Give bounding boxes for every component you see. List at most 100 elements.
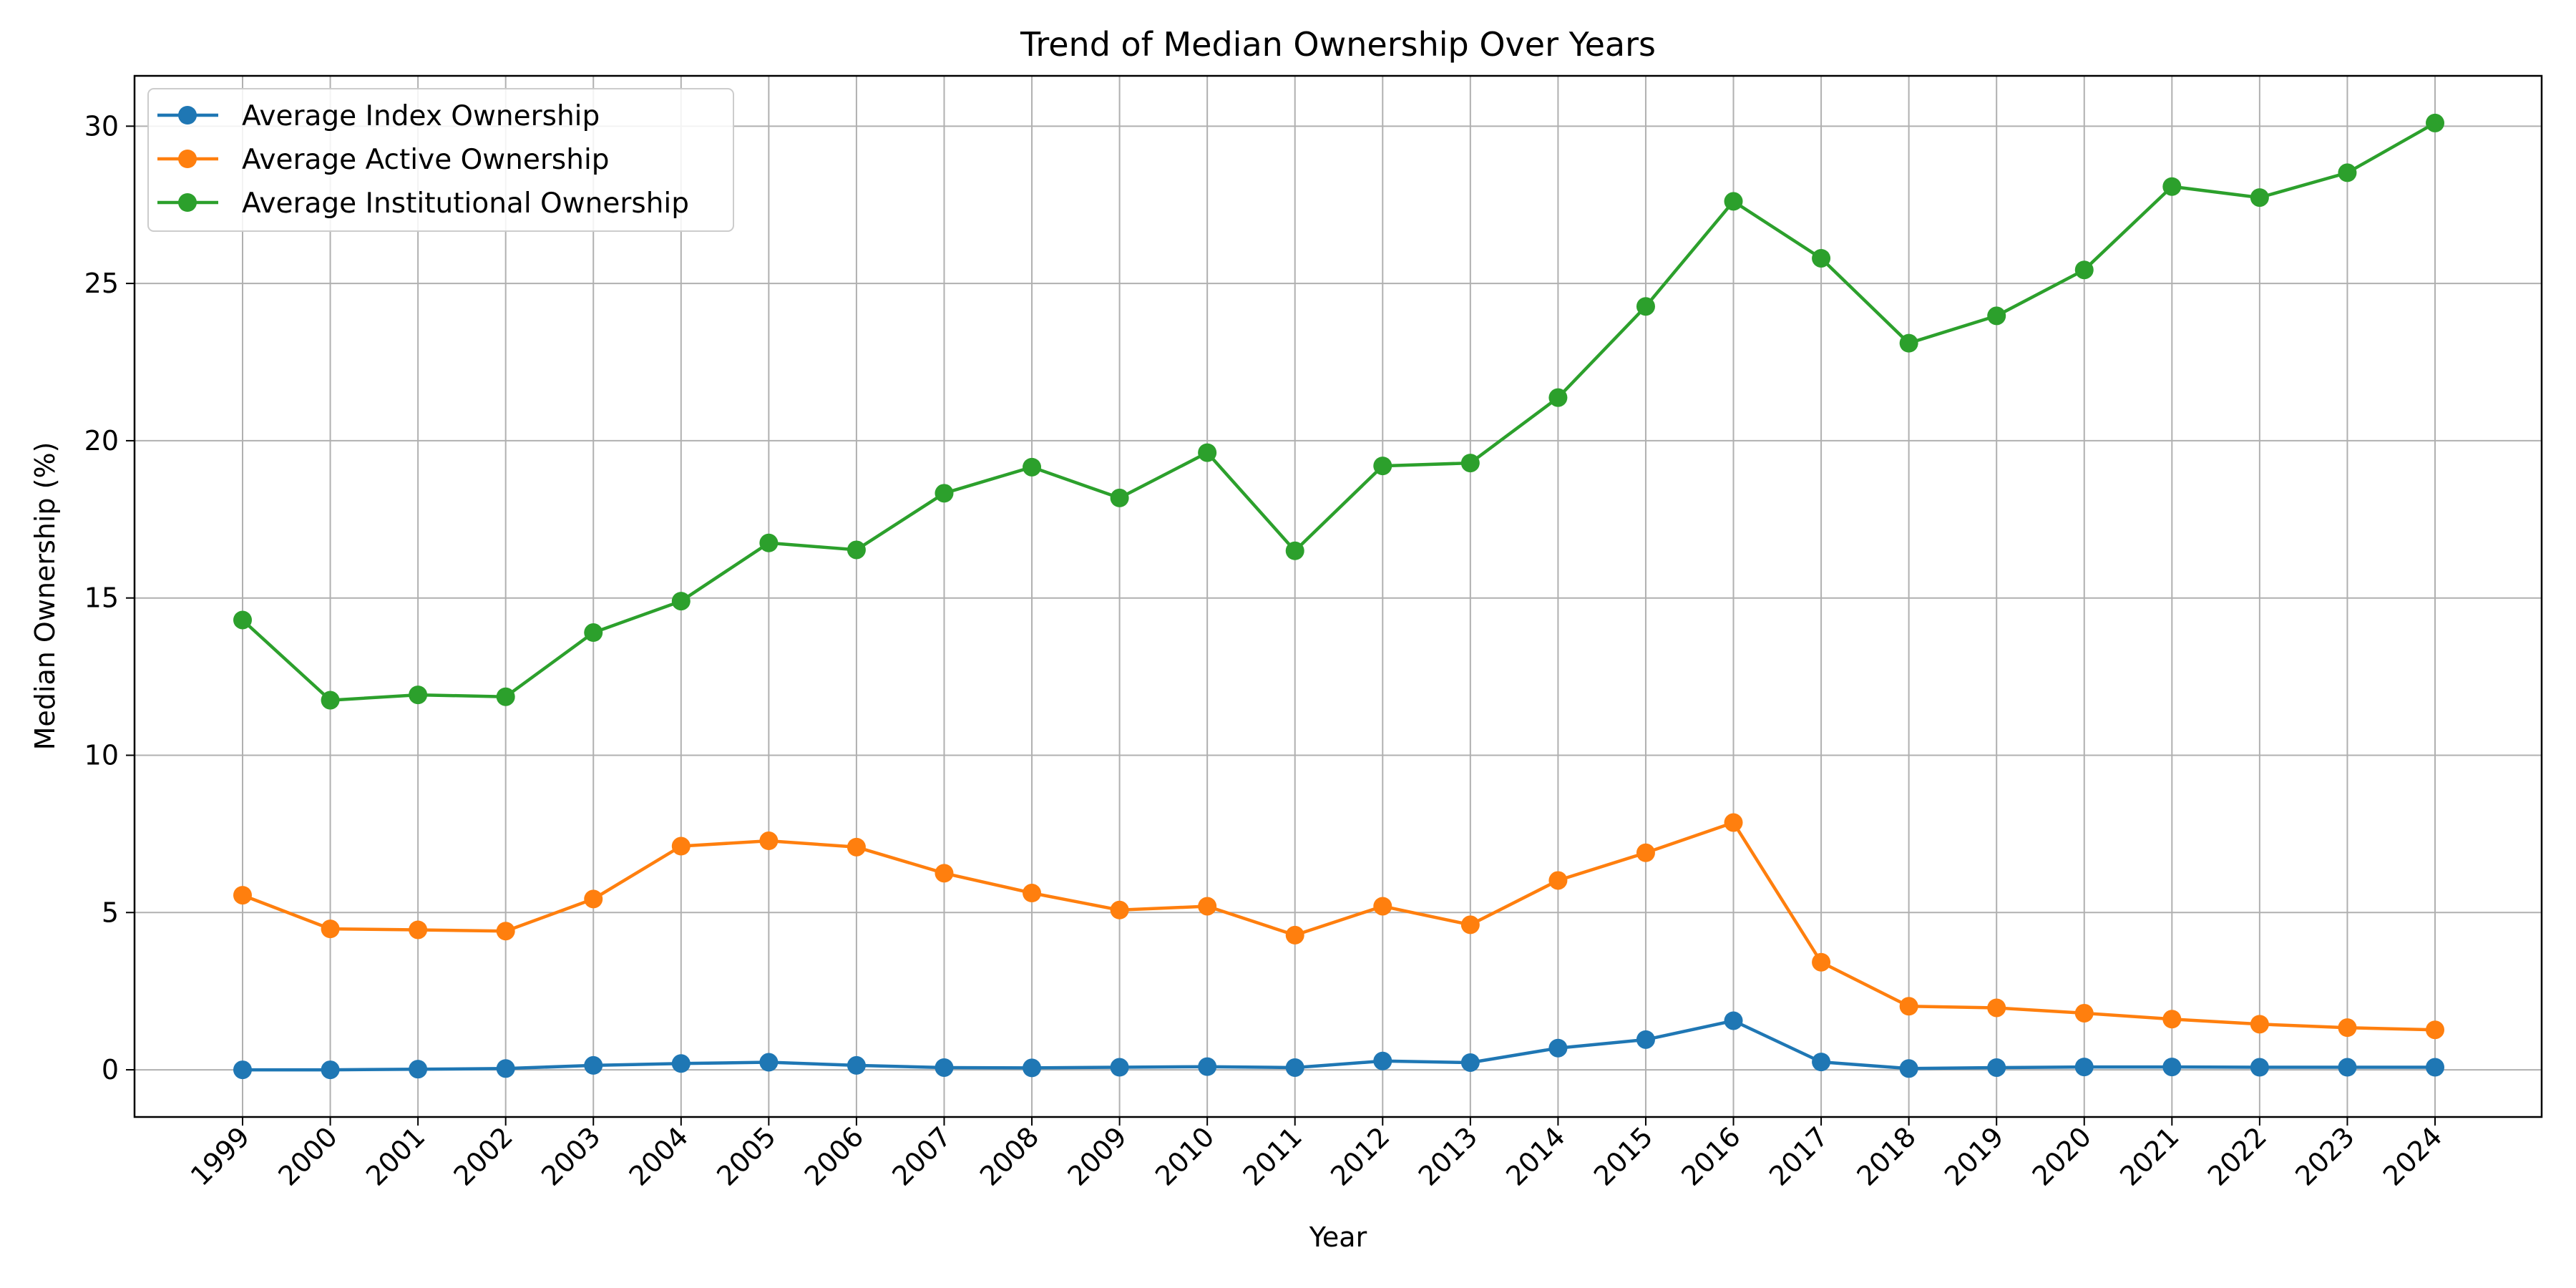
data-point: [1198, 897, 1217, 916]
data-point: [1285, 925, 1304, 945]
series-1: [233, 1011, 2444, 1080]
legend-item: Average Active Ownership: [157, 144, 610, 176]
data-point: [671, 836, 691, 856]
data-point: [935, 484, 954, 503]
data-point: [321, 919, 340, 939]
data-point: [1110, 900, 1129, 919]
data-point: [1899, 997, 1918, 1016]
chart-title: Trend of Median Ownership Over Years: [1020, 25, 1656, 64]
data-point: [2250, 1015, 2269, 1034]
data-point: [847, 837, 866, 857]
data-point: [1724, 192, 1743, 211]
legend-item: Average Institutional Ownership: [157, 187, 689, 220]
data-point: [1812, 248, 1831, 268]
legend-label: Average Institutional Ownership: [242, 187, 689, 220]
data-point: [1460, 1053, 1480, 1072]
data-point: [2426, 113, 2444, 132]
x-axis-label: Year: [1309, 1221, 1367, 1253]
data-point: [1285, 541, 1304, 560]
y-tick-label: 10: [84, 739, 119, 771]
series-line: [241, 121, 2436, 702]
y-tick-label: 20: [84, 425, 119, 457]
data-point: [935, 1058, 954, 1077]
y-axis: 0 5 10 15 20 25 30: [84, 110, 135, 1085]
data-point: [1987, 1058, 2006, 1077]
legend-label: Average Index Ownership: [242, 100, 600, 132]
data-point: [1023, 884, 1042, 903]
data-point: [2250, 188, 2269, 208]
data-point: [847, 1055, 866, 1075]
data-point: [409, 920, 428, 940]
data-point: [1987, 998, 2006, 1018]
data-point: [2250, 1058, 2269, 1077]
data-point: [1812, 1053, 1831, 1072]
legend-swatch-marker: [178, 150, 197, 168]
data-point: [1285, 1058, 1304, 1077]
data-point: [847, 540, 866, 560]
data-point: [1636, 297, 1655, 316]
data-point: [233, 610, 252, 630]
data-point: [1460, 915, 1480, 935]
data-point: [2162, 177, 2182, 196]
data-point: [1023, 457, 1042, 477]
data-point: [759, 533, 779, 552]
data-point: [1636, 1030, 1655, 1049]
legend-label: Average Active Ownership: [242, 144, 610, 176]
data-point: [759, 831, 779, 851]
data-point: [2162, 1010, 2182, 1029]
data-point: [671, 592, 691, 611]
y-tick-label: 0: [102, 1054, 119, 1085]
grid-lines: [135, 76, 2542, 1117]
data-point: [321, 1060, 340, 1080]
data-point: [671, 1054, 691, 1073]
data-point: [1636, 843, 1655, 862]
data-point: [2338, 163, 2357, 182]
data-point: [584, 889, 603, 909]
data-point: [2074, 260, 2094, 280]
data-point: [584, 623, 603, 643]
data-point: [1548, 1038, 1568, 1058]
data-point: [233, 886, 252, 905]
data-point: [1548, 388, 1568, 407]
data-point: [2338, 1018, 2357, 1038]
series-layer: [233, 113, 2444, 1080]
data-point: [409, 686, 428, 705]
data-point: [1987, 306, 2006, 326]
data-point: [1548, 871, 1568, 890]
series-2: [233, 813, 2444, 1040]
data-point: [1373, 897, 1392, 916]
data-point: [2426, 1020, 2444, 1040]
data-point: [1724, 1011, 1743, 1030]
plot-frame: [133, 74, 2543, 1118]
data-point: [1198, 443, 1217, 462]
series-line: [243, 1019, 2435, 1072]
data-point: [2074, 1058, 2094, 1077]
data-point: [496, 922, 515, 941]
data-point: [935, 864, 954, 883]
data-point: [1110, 1058, 1129, 1077]
series-3: [233, 113, 2444, 710]
data-point: [1023, 1058, 1042, 1078]
data-point: [321, 691, 340, 710]
y-axis-label: Median Ownership (%): [29, 442, 61, 751]
legend: Average Index Ownership Average Active Ow…: [147, 88, 734, 232]
data-point: [759, 1053, 779, 1072]
series-line: [242, 821, 2436, 1032]
data-point: [1899, 1059, 1918, 1078]
data-point: [496, 687, 515, 706]
data-point: [1373, 1051, 1392, 1070]
data-point: [1198, 1057, 1217, 1076]
y-tick-label: 5: [102, 897, 119, 928]
y-tick-label: 30: [84, 110, 119, 142]
legend-item: Average Index Ownership: [157, 100, 600, 132]
data-point: [233, 1060, 252, 1080]
y-tick-label: 25: [84, 268, 119, 299]
data-point: [2162, 1058, 2182, 1077]
data-point: [2074, 1003, 2094, 1023]
legend-swatch-marker: [178, 106, 197, 125]
data-point: [1373, 457, 1392, 476]
data-point: [1724, 813, 1743, 832]
data-point: [1110, 488, 1129, 507]
legend-box: [147, 88, 734, 232]
data-point: [2338, 1058, 2357, 1077]
